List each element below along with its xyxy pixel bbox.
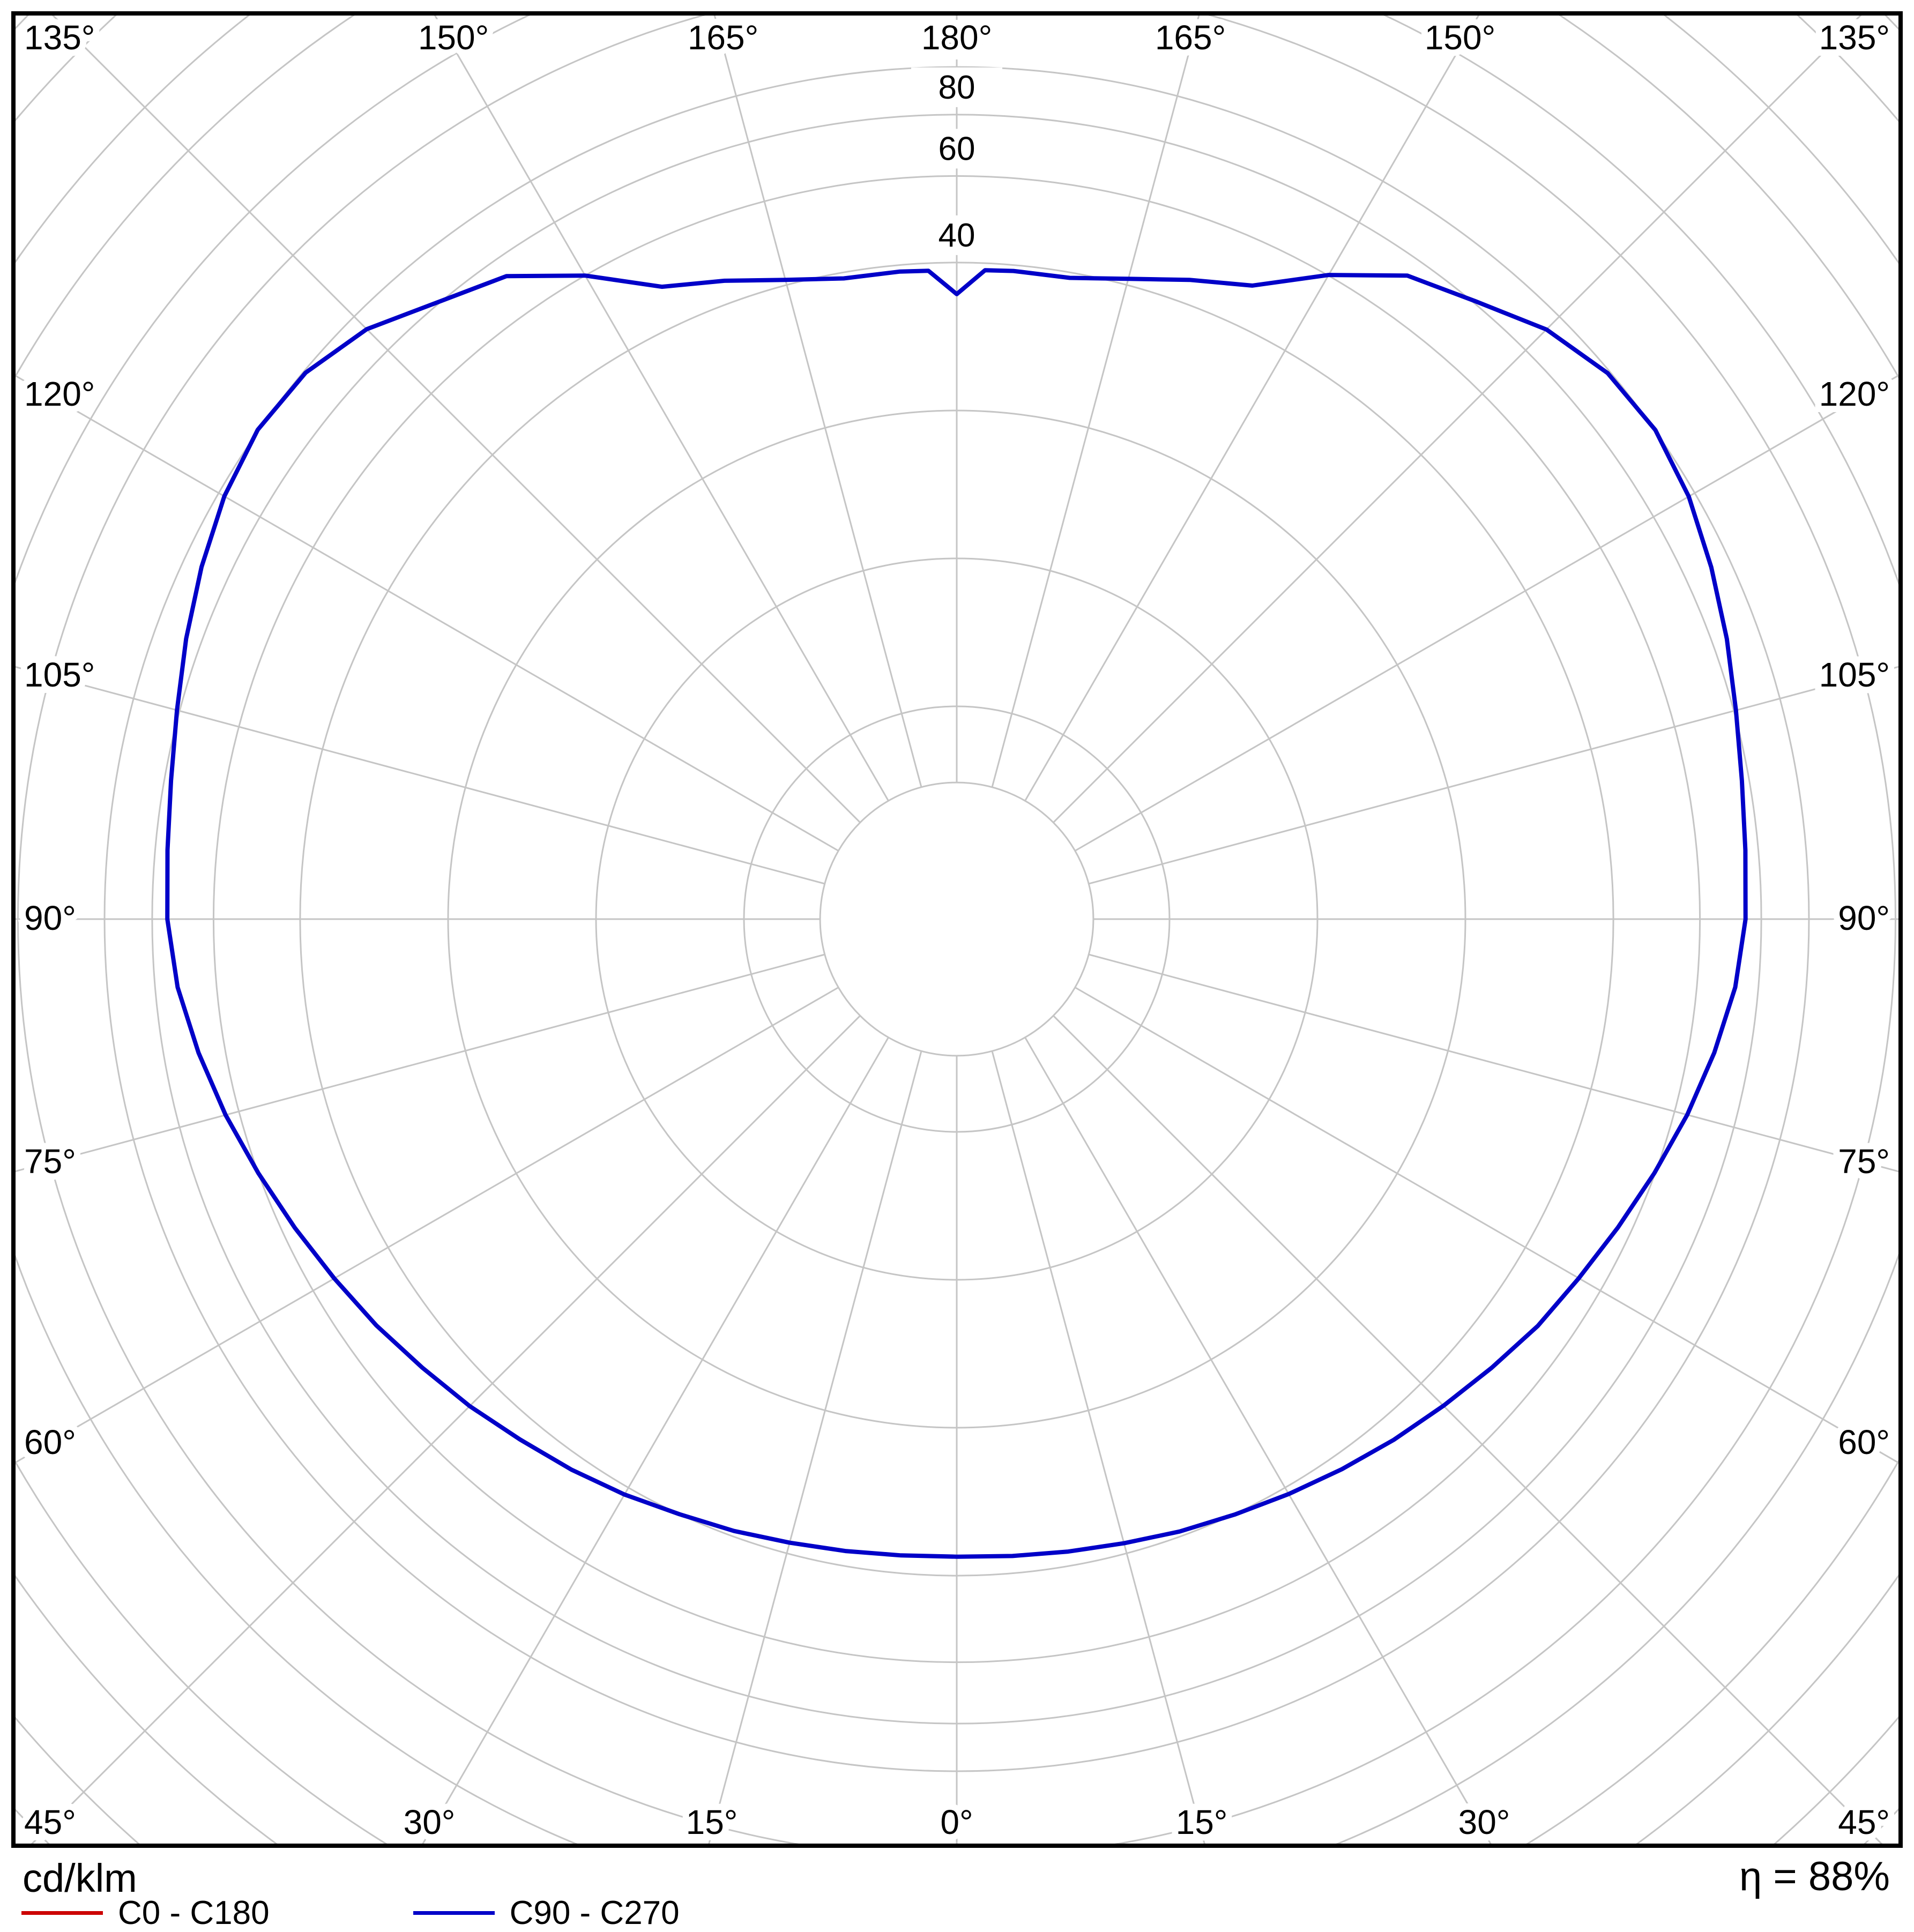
legend-swatch — [21, 1911, 103, 1915]
angle-label: 165° — [688, 18, 758, 57]
grid-radial-line — [1024, 16, 1480, 801]
chart-frame — [11, 11, 1903, 1848]
radial-tick-label: 40 — [939, 217, 975, 254]
legend-label: C0 - C180 — [118, 1894, 270, 1931]
angle-label: 45° — [24, 1803, 76, 1841]
intensity-curve — [165, 268, 1748, 1559]
grid-radial-line — [707, 1050, 922, 1846]
grid-radial-line — [16, 987, 839, 1464]
grid-radial-line — [16, 666, 825, 885]
grid-radial-line — [1053, 1015, 1885, 1846]
grid-radial-line — [1024, 1037, 1493, 1846]
legend-swatch — [413, 1911, 495, 1915]
angle-label: 105° — [1819, 655, 1890, 694]
grid-radial-line — [51, 16, 861, 823]
grid-radial-line — [16, 953, 825, 1173]
angle-label: 15° — [1176, 1803, 1228, 1841]
legend-item: C0 - C180 — [21, 1894, 270, 1932]
chart-footer: cd/klm η = 88% C0 - C180 C90 - C270 — [0, 1848, 1914, 1931]
angle-label: 60° — [1838, 1423, 1890, 1461]
angle-label: 0° — [940, 1803, 973, 1841]
angle-label: 30° — [1458, 1803, 1510, 1841]
grid-radial-line — [421, 1037, 889, 1846]
angle-label: 120° — [1819, 375, 1890, 413]
angle-label: 90° — [24, 899, 76, 937]
radial-tick-backplate — [911, 129, 1002, 169]
radial-tick-label: 100 — [929, 21, 984, 58]
grid-radial-line — [1075, 987, 1898, 1464]
angle-label: 75° — [24, 1142, 76, 1181]
radial-tick-label: 60 — [939, 130, 975, 167]
grid-radial-line — [1053, 16, 1862, 823]
legend-label: C90 - C270 — [509, 1894, 680, 1931]
angle-label: 30° — [404, 1803, 456, 1841]
grid-ring — [819, 781, 1094, 1057]
angle-label: 105° — [24, 655, 95, 694]
angle-label: 135° — [24, 18, 95, 57]
angle-label: 180° — [921, 18, 992, 57]
angle-label: 90° — [1838, 899, 1890, 937]
radial-tick-backplate — [911, 215, 1002, 255]
grid-radial-line — [1088, 953, 1898, 1173]
angle-label: 165° — [1155, 18, 1226, 57]
grid-radial-line — [991, 16, 1200, 788]
grid-radial-line — [1075, 374, 1898, 852]
grid-radial-line — [991, 1050, 1206, 1846]
grid-radial-line — [434, 16, 889, 801]
angle-label: 75° — [1838, 1142, 1890, 1181]
radial-tick-backplate — [911, 67, 1002, 107]
legend-item: C90 - C270 — [413, 1894, 680, 1932]
grid-radial-line — [713, 16, 922, 788]
angle-label: 150° — [418, 18, 489, 57]
grid-radial-line — [16, 375, 839, 852]
legend: C0 - C180 C90 - C270 — [21, 1894, 680, 1932]
radial-tick-backplate — [911, 20, 1002, 59]
efficiency-label: η = 88% — [1739, 1854, 1890, 1899]
angle-label: 15° — [686, 1803, 738, 1841]
angle-label: 45° — [1838, 1803, 1890, 1841]
grid-radial-line — [1088, 666, 1898, 885]
angle-label: 60° — [24, 1423, 76, 1461]
angle-label: 150° — [1425, 18, 1495, 57]
angle-label: 120° — [24, 375, 95, 413]
units-label: cd/klm — [23, 1856, 137, 1900]
radial-tick-label: 80 — [939, 69, 975, 106]
grid-radial-line — [28, 1015, 861, 1846]
angle-label: 135° — [1819, 18, 1890, 57]
